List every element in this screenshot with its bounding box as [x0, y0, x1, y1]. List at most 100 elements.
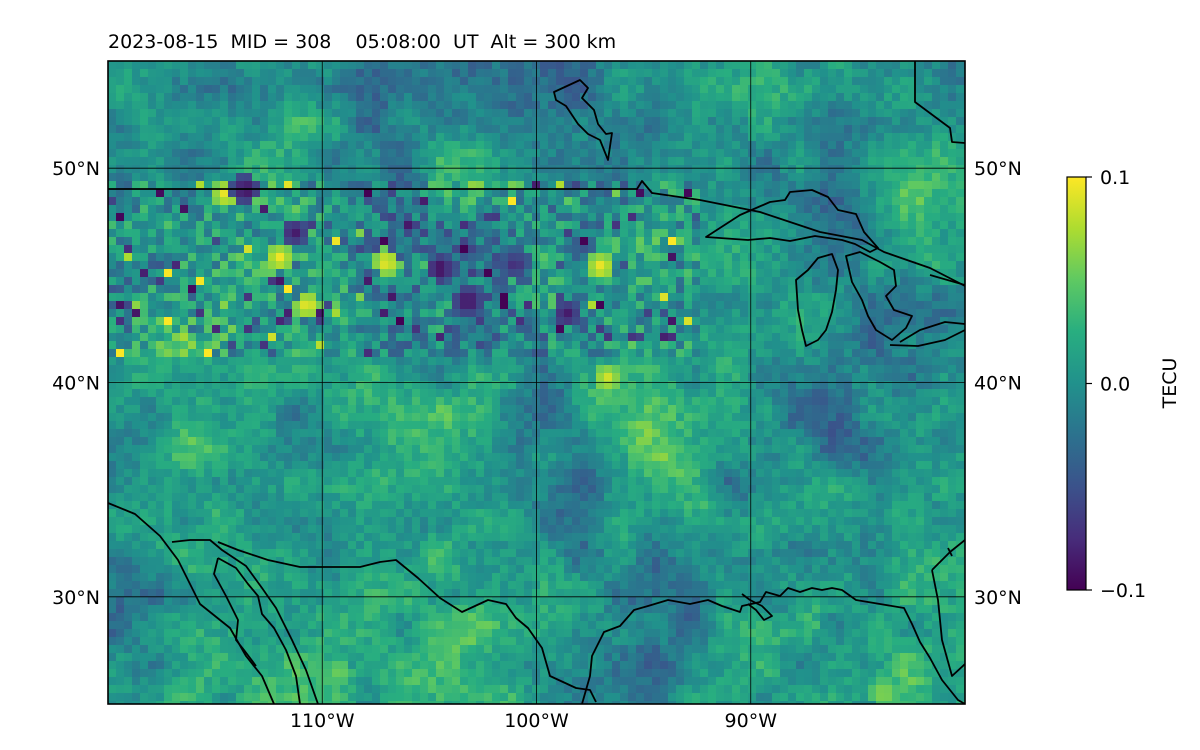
- heatmap-cell: [580, 133, 589, 142]
- heatmap-cell: [108, 349, 117, 358]
- heatmap-cell: [668, 381, 677, 390]
- heatmap-cell: [612, 181, 621, 190]
- heatmap-cell: [332, 277, 341, 286]
- heatmap-cell: [812, 357, 821, 366]
- heatmap-cell: [852, 77, 861, 86]
- heatmap-cell: [428, 301, 437, 310]
- heatmap-cell: [804, 373, 813, 382]
- heatmap-cell: [364, 77, 373, 86]
- heatmap-cell: [404, 101, 413, 110]
- heatmap-cell: [692, 69, 701, 78]
- heatmap-cell: [572, 173, 581, 182]
- heatmap-cell: [268, 277, 277, 286]
- heatmap-cell: [228, 189, 237, 198]
- heatmap-cell: [548, 125, 557, 134]
- heatmap-cell: [596, 69, 605, 78]
- heatmap-cell: [324, 197, 333, 206]
- heatmap-cell: [292, 381, 301, 390]
- heatmap-cell: [388, 69, 397, 78]
- heatmap-cell: [596, 77, 605, 86]
- heatmap-cell: [148, 301, 157, 310]
- heatmap-cell: [652, 261, 661, 270]
- heatmap-cell: [420, 205, 429, 214]
- heatmap-cell: [716, 141, 725, 150]
- heatmap-cell: [764, 309, 773, 318]
- heatmap-cell: [756, 93, 765, 102]
- heatmap-cell: [556, 221, 565, 230]
- heatmap-cell: [860, 173, 869, 182]
- heatmap-cell: [780, 365, 789, 374]
- heatmap-cell: [468, 93, 477, 102]
- heatmap-cell: [212, 213, 221, 222]
- heatmap-cell: [388, 413, 397, 422]
- heatmap-cell: [276, 261, 285, 270]
- heatmap-cell: [324, 309, 333, 318]
- heatmap-cell: [396, 245, 405, 254]
- heatmap-cell: [316, 109, 325, 118]
- heatmap-cell: [492, 125, 501, 134]
- heatmap-cell: [884, 373, 893, 382]
- heatmap-cell: [428, 133, 437, 142]
- heatmap-cell: [156, 397, 165, 406]
- heatmap-cell: [868, 125, 877, 134]
- heatmap-cell: [476, 133, 485, 142]
- heatmap-cell: [820, 69, 829, 78]
- heatmap-cell: [956, 253, 965, 262]
- heatmap-cell: [932, 381, 941, 390]
- heatmap-cell: [588, 389, 597, 398]
- heatmap-cell: [724, 85, 733, 94]
- heatmap-cell: [508, 181, 517, 190]
- heatmap-cell: [924, 293, 933, 302]
- heatmap-cell: [372, 205, 381, 214]
- heatmap-cell: [660, 157, 669, 166]
- heatmap-cell: [204, 221, 213, 230]
- heatmap-cell: [780, 333, 789, 342]
- heatmap-cell: [404, 381, 413, 390]
- heatmap-cell: [788, 317, 797, 326]
- heatmap-cell: [868, 221, 877, 230]
- heatmap-cell: [884, 165, 893, 174]
- heatmap-cell: [844, 341, 853, 350]
- heatmap-cell: [668, 413, 677, 422]
- heatmap-cell: [508, 397, 517, 406]
- heatmap-cell: [708, 69, 717, 78]
- heatmap-cell: [716, 213, 725, 222]
- heatmap-cell: [380, 237, 389, 246]
- heatmap-cell: [900, 253, 909, 262]
- heatmap-cell: [268, 349, 277, 358]
- heatmap-cell: [500, 301, 509, 310]
- heatmap-cell: [908, 61, 917, 70]
- heatmap-cell: [628, 101, 637, 110]
- heatmap-cell: [692, 277, 701, 286]
- heatmap-cell: [476, 357, 485, 366]
- heatmap-cell: [404, 197, 413, 206]
- heatmap-cell: [228, 101, 237, 110]
- heatmap-cell: [668, 213, 677, 222]
- heatmap-cell: [276, 229, 285, 238]
- heatmap-cell: [732, 237, 741, 246]
- heatmap-cell: [892, 181, 901, 190]
- heatmap-cell: [508, 301, 517, 310]
- heatmap-cell: [284, 165, 293, 174]
- heatmap-cell: [812, 101, 821, 110]
- heatmap-cell: [844, 61, 853, 70]
- heatmap-cell: [332, 229, 341, 238]
- heatmap-cell: [844, 357, 853, 366]
- heatmap-cell: [124, 189, 133, 198]
- heatmap-cell: [108, 429, 117, 438]
- heatmap-cell: [652, 405, 661, 414]
- heatmap-cell: [412, 245, 421, 254]
- heatmap-cell: [708, 405, 717, 414]
- heatmap-cell: [724, 197, 733, 206]
- heatmap-cell: [380, 277, 389, 286]
- heatmap-cell: [732, 181, 741, 190]
- heatmap-cell: [804, 173, 813, 182]
- heatmap-cell: [124, 309, 133, 318]
- heatmap-cell: [108, 229, 117, 238]
- heatmap-cell: [452, 373, 461, 382]
- heatmap-cell: [172, 157, 181, 166]
- heatmap-cell: [332, 365, 341, 374]
- heatmap-cell: [516, 317, 525, 326]
- heatmap-cell: [332, 165, 341, 174]
- heatmap-cell: [292, 221, 301, 230]
